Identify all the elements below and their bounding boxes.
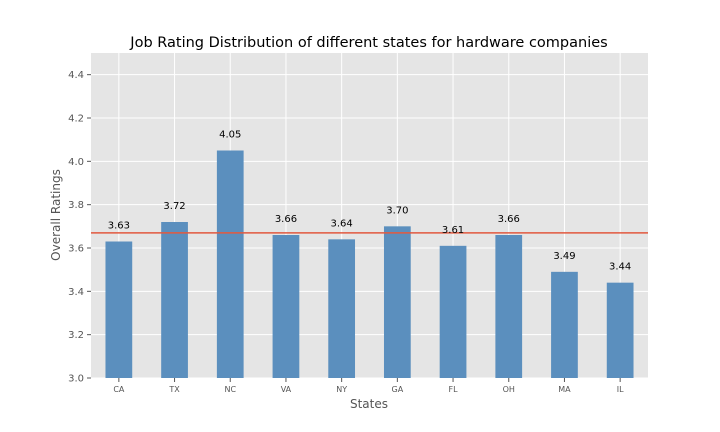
y-tick-label: 3.2 xyxy=(68,330,84,341)
y-axis-ticks: 3.0 3.2 3.4 3.6 3.8 4.0 4.2 4.4 xyxy=(68,70,91,385)
x-tick-label: OH xyxy=(503,385,515,394)
bar-ma xyxy=(551,271,578,378)
y-tick-label: 4.0 xyxy=(68,157,84,168)
y-tick-label: 3.4 xyxy=(68,287,84,298)
data-label-tx: 3.72 xyxy=(163,201,185,212)
y-tick-label: 3.6 xyxy=(68,244,84,255)
bar-il xyxy=(606,282,634,378)
bar-nc xyxy=(216,150,244,378)
data-label-fl: 3.61 xyxy=(442,225,464,236)
data-labels: 3.63 3.72 4.05 3.66 3.64 3.70 3.61 3.66 3.49 3.44 xyxy=(108,130,632,273)
data-label-ca: 3.63 xyxy=(108,221,130,232)
bar-ca xyxy=(105,241,133,378)
bar-tx xyxy=(161,222,188,378)
x-tick-label: MA xyxy=(558,385,571,394)
bars xyxy=(105,150,634,378)
x-tick-label: TX xyxy=(168,385,180,394)
data-label-va: 3.66 xyxy=(275,214,297,225)
x-tick-label: FL xyxy=(449,385,459,394)
y-tick-label: 4.2 xyxy=(68,114,84,125)
x-tick-label: IL xyxy=(617,385,624,394)
y-tick-label: 4.4 xyxy=(68,70,84,81)
x-axis-label: States xyxy=(350,397,388,411)
x-tick-label: GA xyxy=(392,385,404,394)
y-tick-label: 3.8 xyxy=(68,200,84,211)
x-tick-label: CA xyxy=(113,385,125,394)
x-tick-label: NC xyxy=(224,385,236,394)
bar-ga xyxy=(383,226,411,378)
data-label-ny: 3.64 xyxy=(331,218,353,229)
bar-ny xyxy=(328,239,356,378)
x-tick-label: VA xyxy=(281,385,292,394)
data-label-ga: 3.70 xyxy=(386,205,408,216)
data-label-ma: 3.49 xyxy=(553,251,575,262)
bar-va xyxy=(272,235,300,378)
bar-fl xyxy=(439,245,467,378)
y-tick-label: 3.0 xyxy=(68,374,84,385)
x-tick-label: NY xyxy=(336,385,347,394)
x-axis-ticks: CA TX NC VA NY GA FL OH MA IL xyxy=(113,378,624,394)
chart-title: Job Rating Distribution of different sta… xyxy=(129,35,607,51)
data-label-nc: 4.05 xyxy=(219,130,241,141)
data-label-il: 3.44 xyxy=(609,262,631,273)
data-label-oh: 3.66 xyxy=(498,214,520,225)
y-axis-label: Overall Ratings xyxy=(49,169,63,261)
bar-oh xyxy=(495,235,523,378)
